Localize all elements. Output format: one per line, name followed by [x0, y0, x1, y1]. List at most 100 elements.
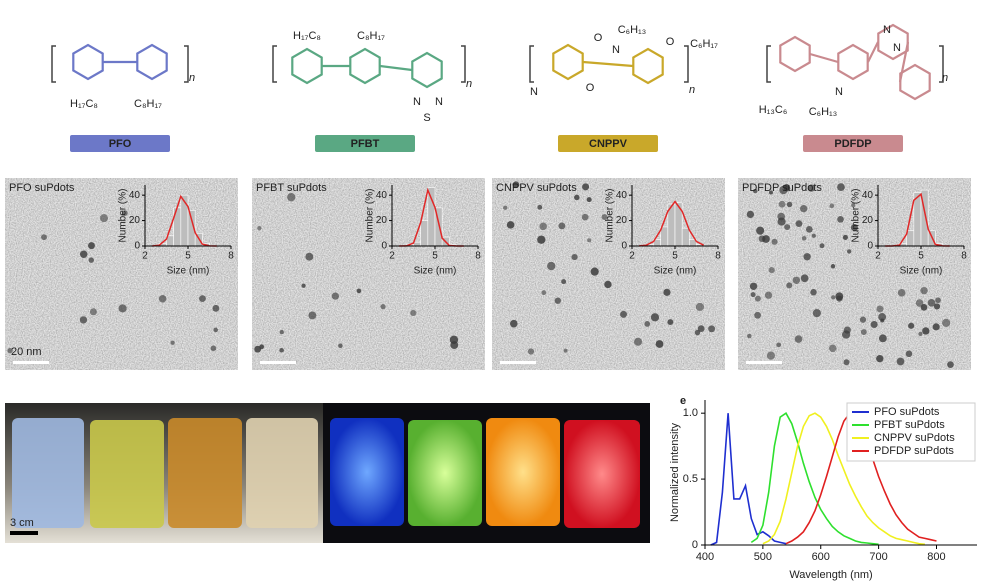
nanoparticle: [768, 190, 773, 195]
nanoparticle: [842, 234, 848, 240]
nanoparticle: [279, 347, 284, 353]
nanoparticle: [650, 313, 660, 322]
x-tick-label: 2: [142, 251, 148, 262]
nanoparticle: [563, 348, 568, 353]
x-tick-label: 500: [754, 551, 772, 563]
nanoparticle: [561, 279, 567, 285]
nanoparticle: [920, 287, 928, 295]
nanoparticle: [558, 222, 566, 230]
nanoparticle: [308, 311, 317, 320]
y-tick-label: 0: [867, 241, 873, 252]
nanoparticle: [708, 325, 716, 333]
spectrum-line: [750, 412, 879, 546]
bond: [898, 41, 910, 83]
structure-label: N: [530, 86, 538, 98]
bond: [809, 52, 839, 64]
beaker: [486, 418, 560, 526]
nanoparticle: [213, 327, 218, 333]
nanoparticle: [942, 318, 951, 327]
x-tick-label: 800: [927, 551, 945, 563]
structure-label: C₈H₁₇: [357, 30, 385, 42]
nanoparticle: [170, 340, 175, 345]
bracket: [51, 45, 56, 83]
y-tick-label: 40: [616, 190, 628, 201]
y-tick-label: 0: [621, 241, 627, 252]
nanoparticle: [776, 342, 782, 348]
structure-label: C₆H₁₃: [809, 106, 838, 118]
ring: [136, 43, 168, 81]
nanoparticle: [846, 249, 852, 254]
nanoparticle: [784, 224, 791, 231]
nanoparticle: [746, 210, 755, 219]
nanoparticle: [79, 316, 88, 324]
x-axis-label: Size (nm): [900, 266, 943, 277]
nanoparticle: [933, 303, 941, 310]
nanoparticle: [851, 203, 856, 208]
nanoparticle: [792, 276, 801, 285]
nanoparticle: [777, 212, 786, 221]
nanoparticle: [41, 234, 47, 241]
nanoparticle: [582, 183, 590, 191]
nanoparticle: [655, 340, 664, 348]
tem-image: PDFDP suPdots: [738, 178, 971, 370]
x-tick-label: 5: [672, 251, 678, 262]
y-axis-label: Number (%): [118, 189, 129, 243]
nanoparticle: [771, 238, 778, 245]
nanoparticle: [7, 347, 13, 354]
polymer-name: PDFDP: [834, 138, 871, 150]
polymer-badge: [558, 135, 658, 152]
spectrum-line: [710, 413, 787, 546]
nanoparticle: [880, 318, 885, 323]
bracket: [272, 45, 277, 83]
tem-label: PDFDP suPdots: [742, 182, 822, 194]
nanoparticle: [574, 194, 580, 201]
x-axis-label: Wavelength (nm): [789, 569, 872, 581]
x-tick-label: 5: [432, 251, 438, 262]
nanoparticle: [850, 223, 858, 232]
ring: [877, 23, 909, 61]
nanoparticle: [837, 183, 845, 192]
y-tick-label: 40: [376, 190, 388, 201]
nanoparticle: [88, 257, 95, 263]
nanoparticle: [829, 203, 835, 209]
nanoparticle: [795, 220, 803, 227]
structure-label: N: [435, 96, 443, 108]
ring: [899, 63, 931, 101]
y-tick-label: 40: [862, 190, 874, 201]
nanoparticle: [547, 261, 556, 271]
nanoparticle: [922, 327, 930, 335]
nanoparticle: [747, 333, 752, 339]
polymer-name: PFO: [109, 138, 132, 150]
bond: [379, 64, 413, 72]
histogram-bar: [681, 227, 690, 247]
structure-label: N: [883, 24, 891, 36]
beaker: [246, 418, 318, 528]
bracket: [529, 45, 534, 83]
nanoparticle: [750, 292, 756, 298]
histogram-bar: [413, 241, 421, 247]
nanoparticle: [935, 297, 941, 304]
ring: [349, 47, 381, 85]
nanoparticle: [89, 308, 97, 316]
x-tick-label: 2: [875, 251, 881, 262]
histogram-bar: [427, 187, 436, 247]
nanoparticle: [667, 319, 674, 325]
scale-bar: [746, 361, 782, 364]
nanoparticle: [527, 348, 535, 355]
chemical-structure: H₁₇C₈ C₈H₁₇ n NSN PFBT: [272, 30, 472, 152]
histogram-inset: 0 20 40 2 5 8 Size (nm) Number (%): [605, 185, 721, 277]
nanoparticle: [99, 214, 108, 223]
nanoparticle: [79, 250, 88, 258]
nanoparticle: [380, 304, 386, 310]
legend-label: PDFDP suPdots: [874, 445, 954, 457]
x-axis-label: Size (nm): [654, 266, 697, 277]
y-axis-label: Number (%): [365, 189, 376, 243]
y-axis-label: Number (%): [605, 189, 616, 243]
nanoparticle: [908, 322, 915, 329]
legend-label: PFBT suPdots: [874, 419, 945, 431]
nanoparticle: [512, 181, 520, 189]
nanoparticle: [121, 210, 128, 217]
nanoparticle: [287, 192, 296, 202]
nanoparticle: [587, 238, 592, 243]
